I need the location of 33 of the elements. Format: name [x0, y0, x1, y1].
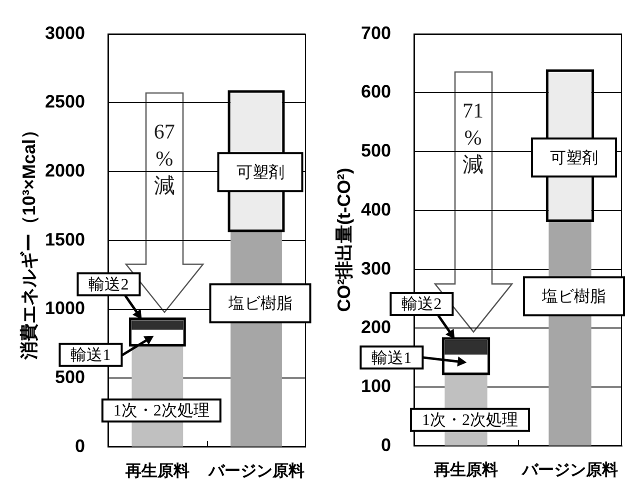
x-tick-label: バージン原料: [521, 461, 618, 480]
y-tick-label: 3000: [44, 22, 85, 43]
y-tick-label: 500: [360, 140, 391, 161]
x-tick-label: バージン原料: [207, 462, 304, 480]
y-tick-label: 0: [74, 436, 85, 456]
y-tick-label: 2000: [44, 160, 85, 180]
series-label: 可塑剤: [236, 164, 284, 182]
series-label: 塩ビ樹脂: [541, 288, 606, 306]
y-tick-label: 2500: [44, 92, 85, 112]
y-tick-label: 1500: [44, 229, 85, 250]
y-tick-label: 300: [360, 258, 391, 278]
series-label: 輸送2: [402, 296, 442, 314]
series-label: 可塑剤: [550, 148, 598, 167]
annotation: 71%減: [462, 98, 484, 177]
series-label: 輸送2: [88, 276, 129, 294]
series-label: 1次・2次処理: [422, 412, 518, 430]
y-tick-label: 0: [380, 434, 391, 455]
y-tick-label: 700: [360, 22, 391, 43]
series-label: 輸送1: [70, 347, 111, 364]
series-label: 塩ビ樹脂: [227, 294, 292, 313]
y-tick-label: 400: [360, 199, 391, 220]
y-tick-label: 200: [360, 317, 391, 338]
y-tick-label: 600: [360, 82, 391, 102]
x-tick-label: 再生原料: [433, 461, 498, 480]
y-tick-label: 500: [54, 367, 85, 388]
y-axis-title: CO²排出量(t-CO²): [334, 168, 354, 312]
series-label: 1次・2次処理: [113, 402, 210, 420]
y-tick-label: 100: [360, 376, 391, 396]
text: 輸送1: [372, 350, 412, 367]
y-axis-title: 消費エネルギー（10³×Mcal）: [18, 121, 39, 361]
annotation: 67%減: [154, 120, 175, 198]
y-tick-label: 1000: [44, 298, 85, 318]
x-tick-label: 再生原料: [124, 462, 190, 480]
